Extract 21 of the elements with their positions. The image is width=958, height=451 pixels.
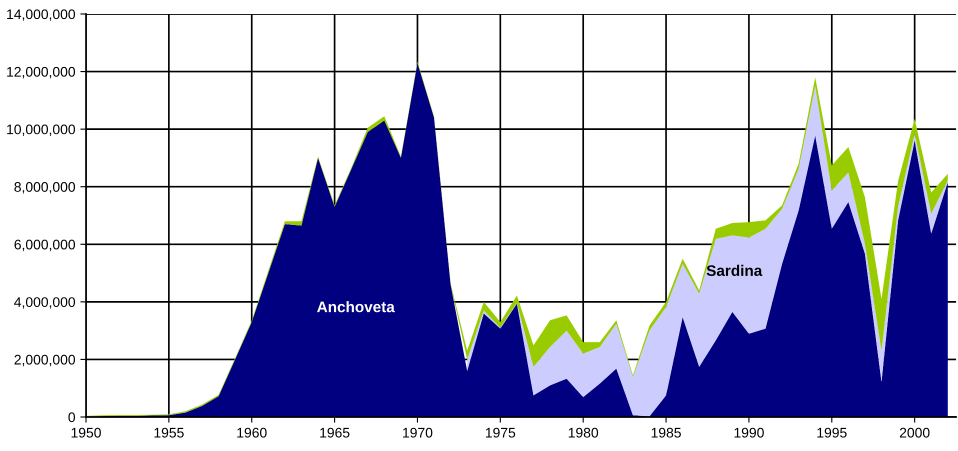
series-label: Anchoveta [317,301,395,312]
x-tick-label: 2000 [900,428,930,438]
x-tick-label: 1955 [154,428,184,438]
x-tick-label: 1985 [652,428,681,438]
y-tick-label: 4,000,000 [14,297,76,309]
x-tick-label: 1995 [817,428,847,438]
y-tick-label: 8,000,000 [14,182,76,194]
series-label: Sardina [706,264,762,276]
x-tick-label: 1960 [237,428,267,438]
y-tick-label: 14,000,000 [7,9,76,21]
x-tick-label: 1970 [403,428,432,438]
x-tick-label: 1990 [734,428,764,438]
x-tick-label: 1980 [568,428,598,438]
y-tick-label: 6,000,000 [14,240,76,252]
x-tick-label: 1965 [320,428,350,438]
y-tick-label: 0 [68,412,76,422]
y-tick-label: 12,000,000 [7,66,76,78]
y-tick-label: 2,000,000 [14,354,76,366]
x-tick-label: 1975 [486,428,516,438]
x-tick-label: 1950 [72,428,101,438]
y-tick-label: 10,000,000 [7,124,76,136]
